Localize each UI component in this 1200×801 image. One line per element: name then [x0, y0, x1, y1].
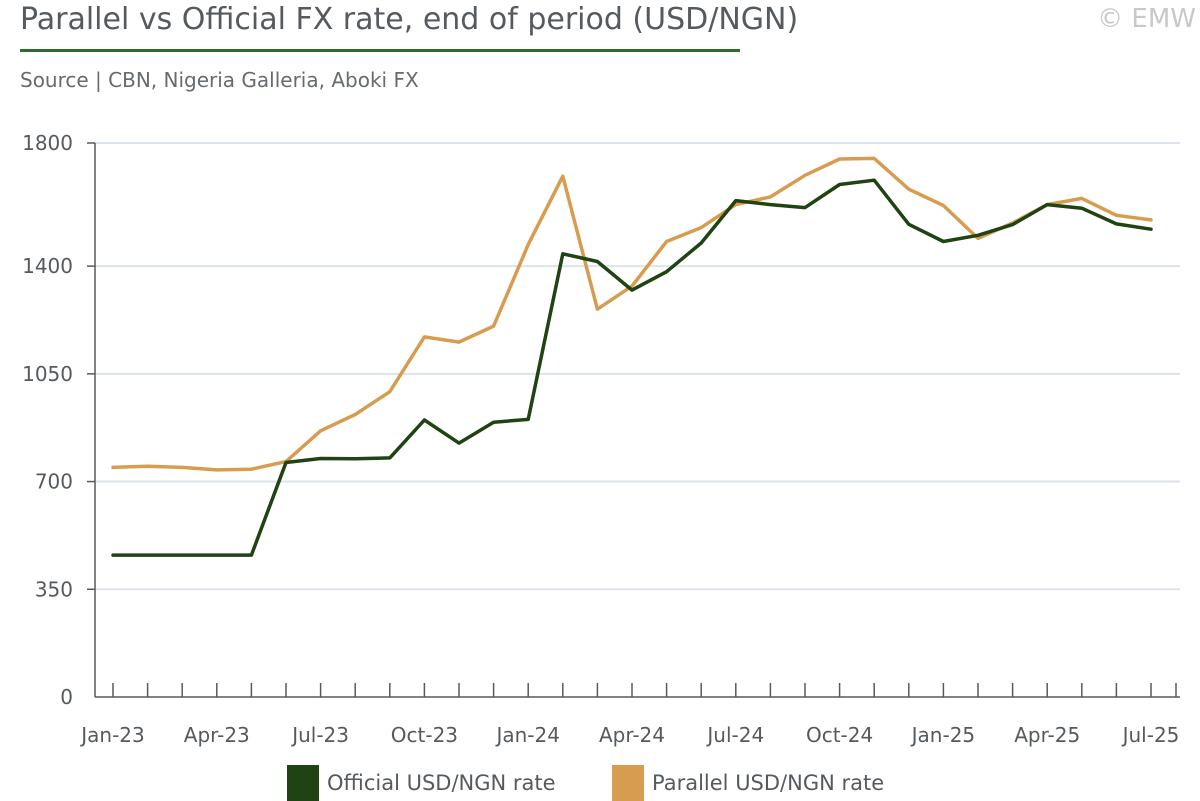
x-tick-label-Apr-23: Apr-23: [184, 723, 250, 747]
x-tick-label-Jul-24: Jul-24: [705, 723, 764, 747]
y-tick-label-0: 0: [60, 685, 73, 709]
legend-item-official: Official USD/NGN rate: [287, 765, 556, 801]
x-tick-label-Jan-24: Jan-24: [494, 723, 560, 747]
fx-line-chart: 0 350 700 1050 1400 1800 Jan-23 Apr-23 Jul-23 Oct…: [22, 131, 1180, 747]
x-tick-label-Oct-23: Oct-23: [391, 723, 458, 747]
title-underline: [20, 49, 740, 52]
x-tick-label-Jan-23: Jan-23: [79, 723, 145, 747]
x-tick-label-Oct-24: Oct-24: [806, 723, 873, 747]
y-tick-label-1800: 1800: [22, 131, 73, 155]
x-tick-label-Apr-24: Apr-24: [599, 723, 665, 747]
x-tick-label-Apr-25: Apr-25: [1014, 723, 1080, 747]
page-title: Parallel vs Official FX rate, end of per…: [20, 2, 799, 37]
y-tick-label-1050: 1050: [22, 362, 73, 386]
chart-legend: Official USD/NGN rate Parallel USD/NGN r…: [0, 765, 1200, 801]
source-note: Source | CBN, Nigeria Galleria, Aboki FX: [20, 68, 419, 92]
legend-label-official: Official USD/NGN rate: [327, 771, 556, 795]
x-tick-label-Jul-23: Jul-23: [290, 723, 349, 747]
legend-swatch-parallel: [612, 765, 644, 801]
legend-item-parallel: Parallel USD/NGN rate: [612, 765, 884, 801]
series-line-official: [111, 178, 1153, 557]
legend-label-parallel: Parallel USD/NGN rate: [652, 771, 885, 795]
y-tick-label-700: 700: [35, 470, 73, 494]
y-tick-label-350: 350: [35, 577, 73, 601]
copyright-label: © EMW: [1097, 4, 1196, 34]
series-line-parallel: [111, 156, 1153, 472]
y-tick-label-1400: 1400: [22, 254, 73, 278]
x-tick-label-Jan-25: Jan-25: [910, 723, 976, 747]
x-tick-label-Jul-25: Jul-25: [1121, 723, 1180, 747]
legend-swatch-official: [287, 765, 319, 801]
